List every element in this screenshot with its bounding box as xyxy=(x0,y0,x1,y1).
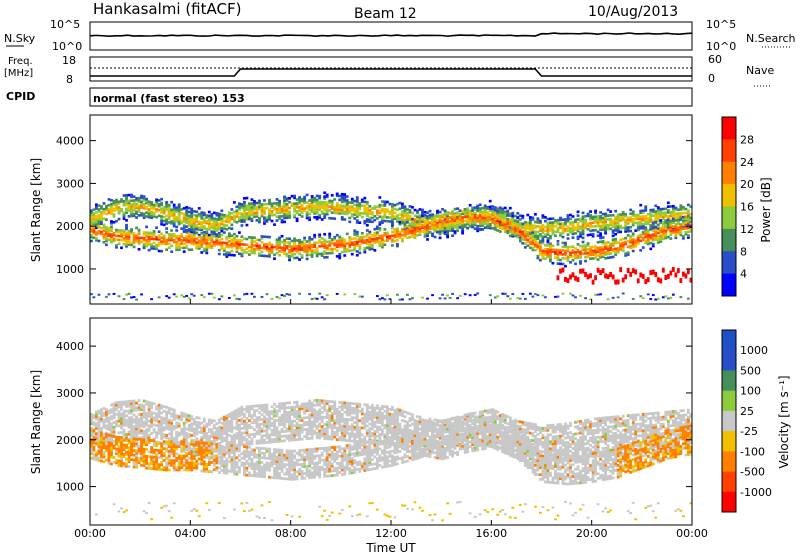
velocity-yticks: 1000 2000 3000 4000 xyxy=(56,340,692,494)
y-tick-label: 4000 xyxy=(56,135,84,148)
x-tick-label: 20:00 xyxy=(576,527,608,540)
nsearch-label: N.Search xyxy=(746,32,796,45)
power-colorbar-label: Power [dB] xyxy=(759,177,773,242)
date-title: 10/Aug/2013 xyxy=(588,4,678,20)
power-yticks: 1000 2000 3000 4000 xyxy=(56,135,692,276)
y-tick-label: 3000 xyxy=(56,387,84,400)
x-tick-label: 04:00 xyxy=(174,527,206,540)
colorbar-tick-label: 28 xyxy=(740,133,754,146)
colorbar-tick-label: 500 xyxy=(740,364,761,377)
y-tick-label: 4000 xyxy=(56,340,84,353)
y-tick-label: 3000 xyxy=(56,177,84,190)
y-tick-label: 1000 xyxy=(56,481,84,494)
cpid-mode: normal (fast stereo) 153 xyxy=(93,92,245,105)
nave-tick-bottom: 0 xyxy=(708,72,715,85)
x-tick-label: 08:00 xyxy=(275,527,307,540)
cpid-label: CPID xyxy=(6,90,35,103)
nave-tick-top: 60 xyxy=(708,53,722,66)
cpid-panel: CPID normal (fast stereo) 153 xyxy=(6,87,693,107)
velocity-colorbar-label: Velocity [m s⁻¹] xyxy=(777,375,791,468)
x-tick-label: 12:00 xyxy=(375,527,407,540)
colorbar-tick-label: 8 xyxy=(740,245,747,258)
velocity-colorbar: 1000 500 100 25 -25 -100 -500 -1000 xyxy=(721,329,772,513)
y-tick-label: 2000 xyxy=(56,220,84,233)
freq-tick-bottom: 8 xyxy=(66,73,73,86)
y-tick-label: 1000 xyxy=(56,263,84,276)
x-tick-label: 00:00 xyxy=(676,527,708,540)
freq-label-2: [MHz] xyxy=(4,68,33,79)
nsearch-tick-bottom: 10^0 xyxy=(706,40,736,53)
power-colorbar: 28 24 20 16 12 8 4 xyxy=(721,116,754,297)
power-ylabel: Slant Range [km] xyxy=(29,158,43,262)
colorbar-tick-label: 25 xyxy=(740,405,754,418)
x-axis-label: Time UT xyxy=(365,541,416,554)
station-title: Hankasalmi (fitACF) xyxy=(93,0,241,18)
nsky-tick-bottom: 10^0 xyxy=(52,40,82,53)
x-axis-ticks: 00:00 04:00 08:00 12:00 16:00 20:00 00:00 xyxy=(74,299,708,540)
nsky-label: N.Sky xyxy=(4,32,36,45)
colorbar-tick-label: -1000 xyxy=(740,486,772,499)
x-tick-label: 00:00 xyxy=(74,527,106,540)
freq-panel: Freq. [MHz] 18 8 60 0 Nave xyxy=(4,53,774,87)
colorbar-tick-label: 24 xyxy=(740,156,754,169)
velocity-ylabel: Slant Range [km] xyxy=(29,370,43,474)
colorbar-tick-label: 12 xyxy=(740,223,754,236)
nsky-tick-top: 10^5 xyxy=(50,18,80,31)
colorbar-tick-label: 4 xyxy=(740,268,747,281)
velocity-data xyxy=(90,398,693,522)
freq-trace xyxy=(90,68,692,77)
beam-title: Beam 12 xyxy=(354,6,417,22)
power-data xyxy=(90,191,693,301)
colorbar-tick-label: 1000 xyxy=(740,344,768,357)
freq-label-1: Freq. xyxy=(8,56,33,67)
velocity-panel: 1000 2000 3000 4000 Slant Range [km] 1000 50… xyxy=(29,317,791,526)
nsky-trace xyxy=(89,32,693,37)
nave-label: Nave xyxy=(746,64,774,77)
freq-tick-top: 18 xyxy=(62,54,76,67)
x-tick-label: 16:00 xyxy=(475,527,507,540)
nsearch-tick-top: 10^5 xyxy=(706,18,736,31)
colorbar-tick-label: 16 xyxy=(740,201,754,214)
colorbar-tick-label: -25 xyxy=(740,425,758,438)
nsky-panel: N.Sky 10^5 10^0 10^5 10^0 N.Search xyxy=(4,18,796,53)
y-tick-label: 2000 xyxy=(56,434,84,447)
colorbar-tick-label: 100 xyxy=(740,385,761,398)
colorbar-tick-label: 20 xyxy=(740,178,754,191)
power-panel: 1000 2000 3000 4000 Slant Range [km] 28 24 20… xyxy=(29,114,773,305)
colorbar-tick-label: -100 xyxy=(740,445,765,458)
colorbar-tick-label: -500 xyxy=(740,466,765,479)
